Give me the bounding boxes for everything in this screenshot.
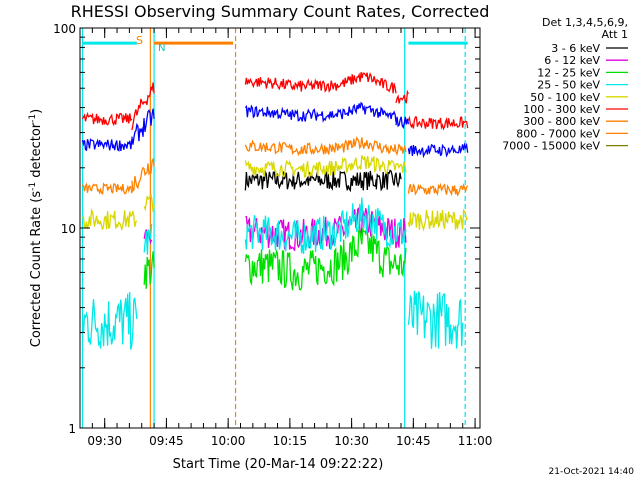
series-trace-5-4 <box>407 115 469 131</box>
y-axis: 1 10 100 <box>53 22 480 436</box>
y-axis-label: Corrected Count Rate (s-1 detector-1) <box>28 109 44 347</box>
x-axis: 09:30 09:45 10:00 10:15 10:30 10:45 11:00 <box>87 28 492 448</box>
y-axis-label-sup-2: -1 <box>28 114 38 123</box>
legend-label-4: 50 - 100 keV <box>530 91 600 104</box>
x-tick-label-4: 10:30 <box>334 434 369 448</box>
legend-label-6: 300 - 800 keV <box>523 115 600 128</box>
legend-label-8: 7000 - 15000 keV <box>502 140 600 153</box>
y-axis-label-part-3: ) <box>29 109 44 114</box>
footer-date: 21-Oct-2021 14:40 <box>549 467 635 477</box>
legend-label-5: 100 - 300 keV <box>523 103 600 116</box>
series-trace-1-1 <box>245 206 407 251</box>
series-trace-4-2 <box>244 155 407 179</box>
chart-title: RHESSI Observing Summary Count Rates, Co… <box>71 2 490 21</box>
x-tick-label-2: 10:00 <box>211 434 246 448</box>
series-trace-4-0 <box>81 208 138 232</box>
series-trace-3-2 <box>244 197 407 254</box>
series-trace-4-1 <box>143 193 155 212</box>
series-trace-5-1 <box>131 82 155 131</box>
x-axis-label: Start Time (20-Mar-14 09:22:22) <box>173 457 384 472</box>
series-trace-10-1 <box>131 108 155 145</box>
series-trace-3-3 <box>407 290 464 349</box>
legend-label-2: 12 - 25 keV <box>537 66 600 79</box>
series-trace-3-0 <box>81 291 138 350</box>
legend-header-line-2: Att 1 <box>602 28 628 41</box>
legend-label-1: 6 - 12 keV <box>544 54 600 67</box>
legend-header: Det 1,3,4,5,6,9, Att 1 <box>542 16 628 41</box>
plot-area <box>81 28 469 428</box>
series-trace-3-1 <box>143 224 153 255</box>
series-trace-5-0 <box>81 111 133 127</box>
series-trace-5-3 <box>395 89 409 104</box>
series-trace-6-0 <box>81 182 133 195</box>
series-trace-2-1 <box>244 225 407 291</box>
series-trace-2-0 <box>143 251 155 289</box>
series-trace-10-3 <box>395 116 410 130</box>
y-tick-label-2: 100 <box>53 22 76 36</box>
y-axis-label-part-2: detector <box>29 122 44 182</box>
series-trace-6-3 <box>407 182 469 197</box>
series-trace-10-2 <box>244 101 397 123</box>
x-tick-label-3: 10:15 <box>273 434 308 448</box>
series-trace-10-4 <box>407 142 469 159</box>
x-tick-label-1: 09:45 <box>149 434 184 448</box>
y-axis-label-sup-1: -1 <box>28 182 38 191</box>
legend-label-7: 800 - 7000 keV <box>516 127 600 140</box>
y-tick-label-0: 1 <box>68 422 76 436</box>
saa-marker-label: S <box>136 34 143 47</box>
night-marker-label: N <box>158 43 165 54</box>
series-trace-0-1 <box>375 169 402 192</box>
x-tick-label-5: 10:45 <box>396 434 431 448</box>
x-tick-label-6: 11:00 <box>458 434 493 448</box>
legend-label-3: 25 - 50 keV <box>537 79 600 92</box>
series-trace-4-3 <box>407 208 469 232</box>
series-trace-5-2 <box>244 71 397 94</box>
series-trace-0-0 <box>244 169 377 193</box>
y-axis-label-part-1: Corrected Count Rate (s <box>29 191 44 348</box>
legend-label-0: 3 - 6 keV <box>551 42 600 55</box>
series-trace-6-2 <box>244 135 407 157</box>
series-trace-6-1 <box>131 157 155 193</box>
series-trace-10-0 <box>81 138 133 152</box>
y-tick-label-1: 10 <box>61 222 76 236</box>
legend-header-line-1: Det 1,3,4,5,6,9, <box>542 16 628 29</box>
x-tick-label-0: 09:30 <box>87 434 122 448</box>
